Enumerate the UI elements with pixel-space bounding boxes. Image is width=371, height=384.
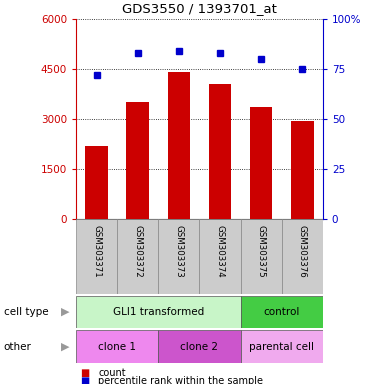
Bar — [240, 330, 323, 363]
Text: ■: ■ — [80, 368, 89, 378]
Text: GLI1 transformed: GLI1 transformed — [113, 307, 204, 317]
Text: cell type: cell type — [4, 307, 48, 317]
Text: ■: ■ — [80, 376, 89, 384]
Text: ▶: ▶ — [61, 341, 69, 352]
Bar — [158, 219, 200, 294]
Bar — [76, 330, 158, 363]
Text: GSM303374: GSM303374 — [216, 225, 224, 278]
Bar — [85, 146, 108, 219]
Text: ▶: ▶ — [61, 307, 69, 317]
Bar — [250, 108, 272, 219]
Text: count: count — [98, 368, 126, 378]
Text: GSM303371: GSM303371 — [92, 225, 101, 278]
Text: other: other — [4, 341, 32, 352]
Text: GSM303376: GSM303376 — [298, 225, 307, 278]
Bar — [158, 330, 240, 363]
Bar — [240, 296, 323, 328]
Text: control: control — [263, 307, 300, 317]
Bar — [282, 219, 323, 294]
Bar — [127, 103, 149, 219]
Bar — [76, 219, 117, 294]
Title: GDS3550 / 1393701_at: GDS3550 / 1393701_at — [122, 2, 277, 15]
Text: clone 1: clone 1 — [98, 341, 136, 352]
Text: GSM303372: GSM303372 — [133, 225, 142, 278]
Bar — [168, 73, 190, 219]
Bar — [291, 121, 313, 219]
Text: percentile rank within the sample: percentile rank within the sample — [98, 376, 263, 384]
Text: GSM303375: GSM303375 — [257, 225, 266, 278]
Bar — [76, 296, 240, 328]
Text: clone 2: clone 2 — [180, 341, 219, 352]
Bar — [240, 219, 282, 294]
Bar — [209, 84, 231, 219]
Bar — [200, 219, 240, 294]
Text: parental cell: parental cell — [249, 341, 314, 352]
Bar — [117, 219, 158, 294]
Text: GSM303373: GSM303373 — [174, 225, 183, 278]
